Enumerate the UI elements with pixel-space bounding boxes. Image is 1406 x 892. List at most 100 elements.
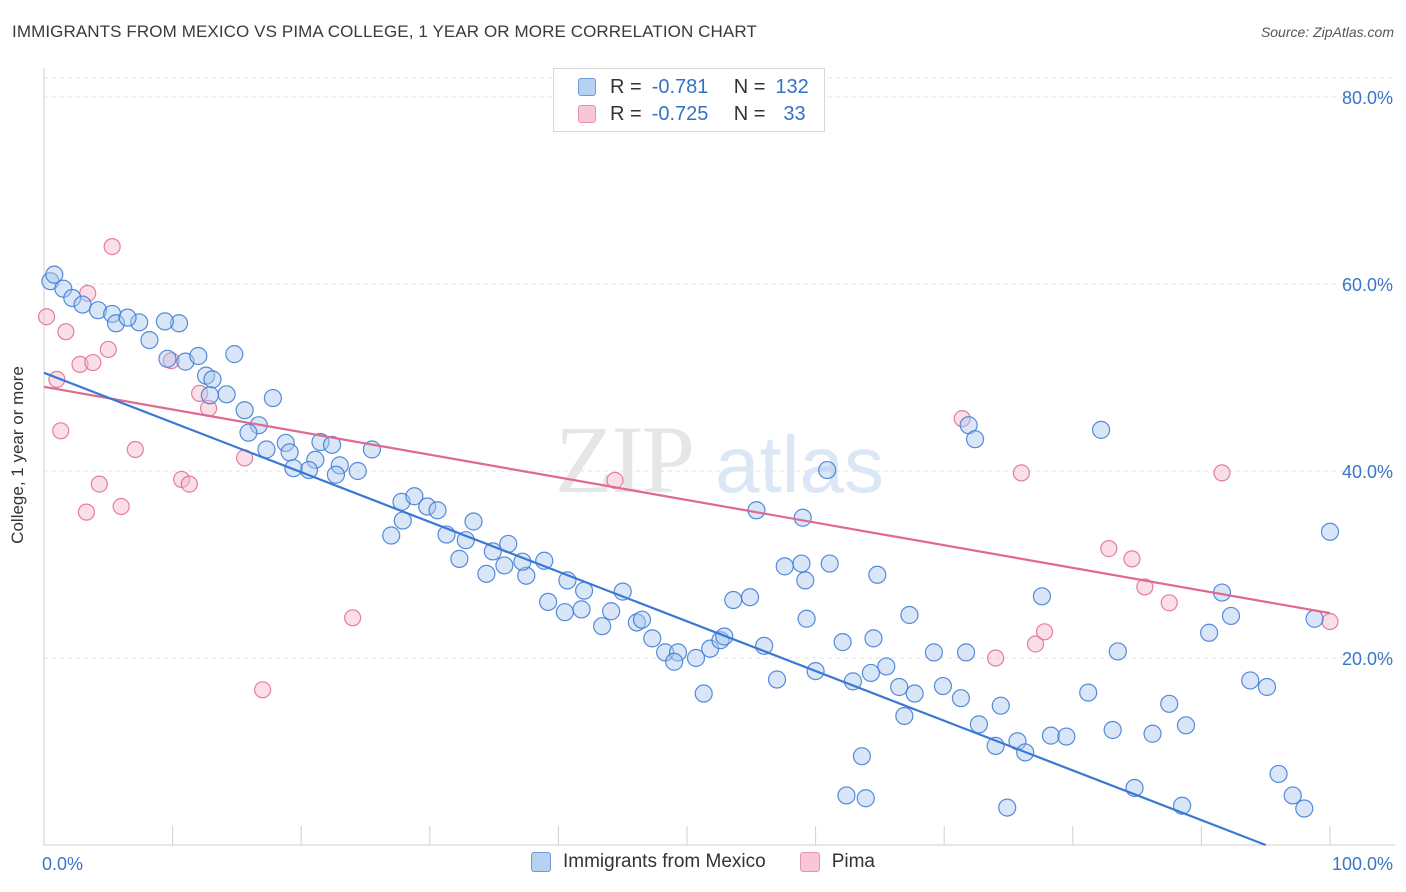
data-point	[405, 487, 424, 506]
legend-item-pima: Pima	[799, 851, 875, 873]
data-point	[276, 433, 295, 453]
mexico-trend-line	[43, 371, 1267, 847]
data-point	[1136, 578, 1154, 596]
tick-labels: 20.0% 40.0% 60.0% 80.0% 0.0% 100.0%	[42, 88, 1393, 874]
data-point	[1123, 550, 1141, 568]
data-point	[868, 565, 887, 584]
data-point	[793, 508, 812, 527]
n-label: N =	[733, 102, 766, 125]
data-point	[572, 600, 591, 619]
data-point	[724, 590, 743, 610]
mexico-swatch	[578, 78, 596, 96]
data-point	[180, 475, 198, 493]
data-point	[1295, 799, 1314, 818]
data-point	[158, 349, 177, 368]
watermark-atlas: atlas	[715, 420, 884, 509]
data-point	[99, 340, 117, 359]
mexico-points	[41, 265, 1340, 818]
data-point	[155, 312, 174, 331]
data-point	[602, 602, 621, 621]
data-point	[90, 475, 108, 493]
data-point	[877, 657, 896, 676]
data-point	[1103, 720, 1122, 740]
data-point	[643, 629, 662, 648]
data-point	[740, 588, 760, 607]
data-point	[856, 789, 875, 808]
data-point	[956, 643, 976, 662]
data-point	[792, 554, 811, 573]
data-point	[1176, 716, 1196, 735]
y-tick-label: 80.0%	[1342, 88, 1393, 108]
data-point	[1257, 677, 1277, 697]
data-point	[861, 663, 880, 683]
data-point	[991, 696, 1010, 715]
data-point	[57, 323, 75, 341]
pima-legend-swatch	[799, 852, 820, 872]
data-point	[77, 503, 96, 521]
data-point	[924, 643, 944, 662]
grid-lines	[44, 77, 1395, 659]
data-point	[1057, 727, 1076, 746]
data-point	[235, 401, 254, 420]
data-point	[344, 609, 362, 627]
data-point	[225, 345, 244, 364]
data-point	[382, 526, 401, 545]
data-point	[900, 605, 919, 625]
data-point	[84, 353, 102, 372]
data-point	[130, 313, 149, 332]
data-point	[71, 355, 89, 374]
data-point	[539, 592, 558, 612]
data-point	[797, 609, 816, 628]
data-point	[951, 689, 971, 708]
data-point	[45, 265, 64, 284]
data-point	[306, 450, 325, 469]
data-point	[1160, 594, 1178, 612]
data-point	[326, 465, 346, 484]
data-point	[126, 440, 144, 459]
data-point	[1213, 464, 1231, 482]
data-point	[517, 566, 536, 585]
data-point	[1012, 464, 1030, 482]
r-value: -0.781	[651, 75, 709, 98]
data-point	[450, 549, 469, 568]
data-point	[322, 435, 342, 454]
data-point	[998, 798, 1017, 817]
data-point	[933, 676, 953, 696]
data-point	[217, 385, 236, 404]
data-point	[1035, 623, 1054, 641]
data-point	[1108, 642, 1127, 661]
watermark: ZIP atlas	[555, 406, 884, 513]
data-point	[52, 422, 70, 440]
data-point	[1091, 420, 1111, 439]
data-point	[88, 301, 108, 320]
data-point	[348, 461, 367, 481]
data-point	[796, 571, 815, 590]
data-point	[775, 557, 794, 576]
data-point	[203, 370, 222, 389]
data-point	[1032, 587, 1052, 606]
data-point	[665, 652, 684, 671]
data-point	[1041, 726, 1061, 745]
pima-points	[37, 238, 1339, 699]
stats-legend: R = -0.781 N = 132 R = -0.725 N = 33	[553, 68, 825, 132]
legend-label: Pima	[831, 851, 875, 872]
data-point	[852, 747, 871, 766]
data-point	[1269, 764, 1288, 784]
data-point	[953, 410, 971, 428]
axes	[43, 68, 1395, 846]
data-point	[987, 649, 1005, 667]
data-point	[63, 288, 82, 308]
data-point	[1026, 635, 1045, 653]
r-value: -0.725	[651, 102, 709, 125]
data-point	[555, 603, 574, 622]
data-point	[1100, 540, 1118, 558]
pima-trend-line	[43, 385, 1331, 615]
stats-row-pima: R = -0.725 N = 33	[578, 102, 806, 126]
data-point	[189, 346, 208, 366]
data-point	[1160, 694, 1179, 713]
data-point	[1143, 724, 1162, 743]
data-point	[1079, 683, 1098, 702]
data-point	[837, 786, 856, 805]
data-point	[668, 643, 688, 662]
